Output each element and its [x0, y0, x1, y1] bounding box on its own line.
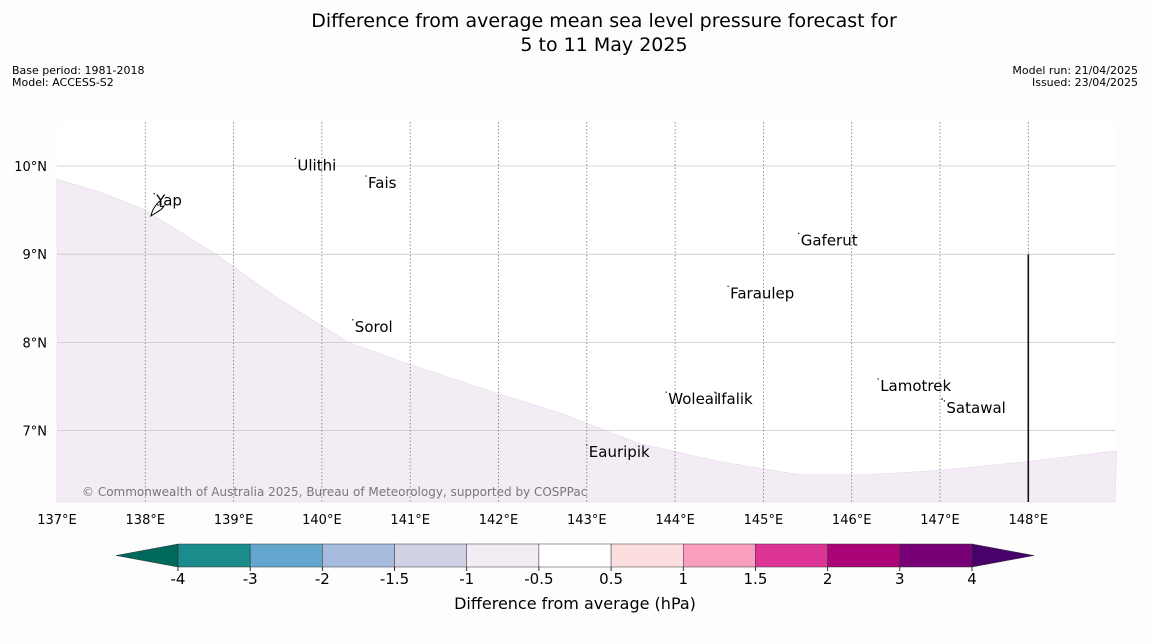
island-dot [352, 319, 354, 321]
colorbar-tick-label: 3 [895, 570, 905, 588]
yap-island-outline [150, 200, 165, 218]
lon-tick-label: 137°E [37, 513, 77, 528]
island-dot [727, 285, 729, 287]
colorbar-tick-label: -3 [243, 570, 258, 588]
colorbar-segment [827, 543, 901, 568]
lon-tick-label: 141°E [390, 513, 430, 528]
lon-tick-label: 143°E [567, 513, 607, 528]
colorbar-segment [177, 543, 251, 568]
colorbar-extend-high [971, 543, 1035, 568]
model-run-text: Model run: 21/04/2025 [1012, 64, 1138, 77]
lat-tick-label: 7°N [23, 425, 48, 440]
title-line-2: 5 to 11 May 2025 [520, 34, 688, 56]
island-label: Gaferut [801, 231, 858, 249]
copyright-text: © Commonwealth of Australia 2025, Bureau… [82, 485, 587, 499]
island-dot [714, 391, 716, 393]
colorbar-segment [610, 543, 684, 568]
colorbar-segment [755, 543, 828, 568]
lat-tick-label: 9°N [23, 248, 48, 263]
island-label: Yap [155, 192, 182, 210]
island-label: Ifalik [717, 390, 753, 408]
colorbar-segment [538, 543, 612, 568]
island-dot [153, 192, 155, 195]
lon-tick-label: 147°E [920, 513, 960, 528]
colorbar-tick-label: -1.5 [380, 570, 409, 588]
base-period-text: Base period: 1981-2018 [12, 64, 145, 77]
meta-right: Model run: 21/04/2025 Issued: 23/04/2025 [1012, 65, 1138, 89]
colorbar-tick-label: -2 [315, 570, 330, 588]
island-label: Eauripik [589, 443, 650, 461]
island-label: Faraulep [730, 284, 794, 302]
island-label: Sorol [355, 318, 393, 336]
colorbar-tick-label: -4 [171, 570, 186, 588]
colorbar-segment [899, 543, 973, 568]
colorbar-segment [322, 543, 395, 568]
colorbar-tick-label: 2 [823, 570, 833, 588]
island-dot [586, 444, 588, 446]
model-text: Model: ACCESS-S2 [12, 76, 114, 89]
chart-title: Difference from average mean sea level p… [0, 9, 1150, 57]
colorbar-tick-label: 4 [967, 570, 977, 588]
issued-text: Issued: 23/04/2025 [1031, 76, 1138, 89]
island-label: Woleai [668, 390, 718, 408]
island-dot [665, 391, 667, 393]
colorbar-segment [249, 543, 323, 568]
island-dot [294, 157, 297, 160]
yap-islet [157, 204, 159, 206]
lon-tick-label: 140°E [302, 513, 342, 528]
lon-tick-label: 148°E [1009, 513, 1049, 528]
colorbar-extend-low [115, 543, 179, 568]
island-dot [877, 378, 879, 380]
lon-tick-label: 139°E [214, 513, 254, 528]
colorbar-tick-label: 0.5 [599, 570, 623, 588]
title-line-1: Difference from average mean sea level p… [311, 10, 897, 32]
meta-left: Base period: 1981-2018 Model: ACCESS-S2 [12, 65, 144, 89]
lon-tick-label: 144°E [655, 513, 695, 528]
island-label: Lamotrek [880, 377, 951, 395]
colorbar-segment [683, 543, 756, 568]
lat-tick-label: 10°N [14, 160, 47, 175]
colorbar-tick-label: -1 [459, 570, 474, 588]
island-dot [943, 400, 946, 402]
colorbar-segment [466, 543, 540, 568]
lon-tick-label: 142°E [479, 513, 519, 528]
lon-tick-label: 145°E [744, 513, 784, 528]
lat-tick-label: 8°N [23, 336, 48, 351]
colorbar-tick-label: -0.5 [524, 570, 553, 588]
colorbar-segment [394, 543, 467, 568]
island-label: Fais [368, 174, 397, 192]
island-dot [798, 232, 800, 235]
lon-tick-label: 146°E [832, 513, 872, 528]
island-dot [365, 175, 367, 177]
island-label: Ulithi [297, 156, 336, 174]
lon-tick-label: 138°E [126, 513, 166, 528]
islet-dot [941, 398, 943, 400]
island-label: Satawal [946, 399, 1005, 417]
colorbar-title: Difference from average (hPa) [454, 594, 696, 613]
colorbar-tick-label: 1.5 [744, 570, 768, 588]
colorbar-tick-label: 1 [678, 570, 688, 588]
